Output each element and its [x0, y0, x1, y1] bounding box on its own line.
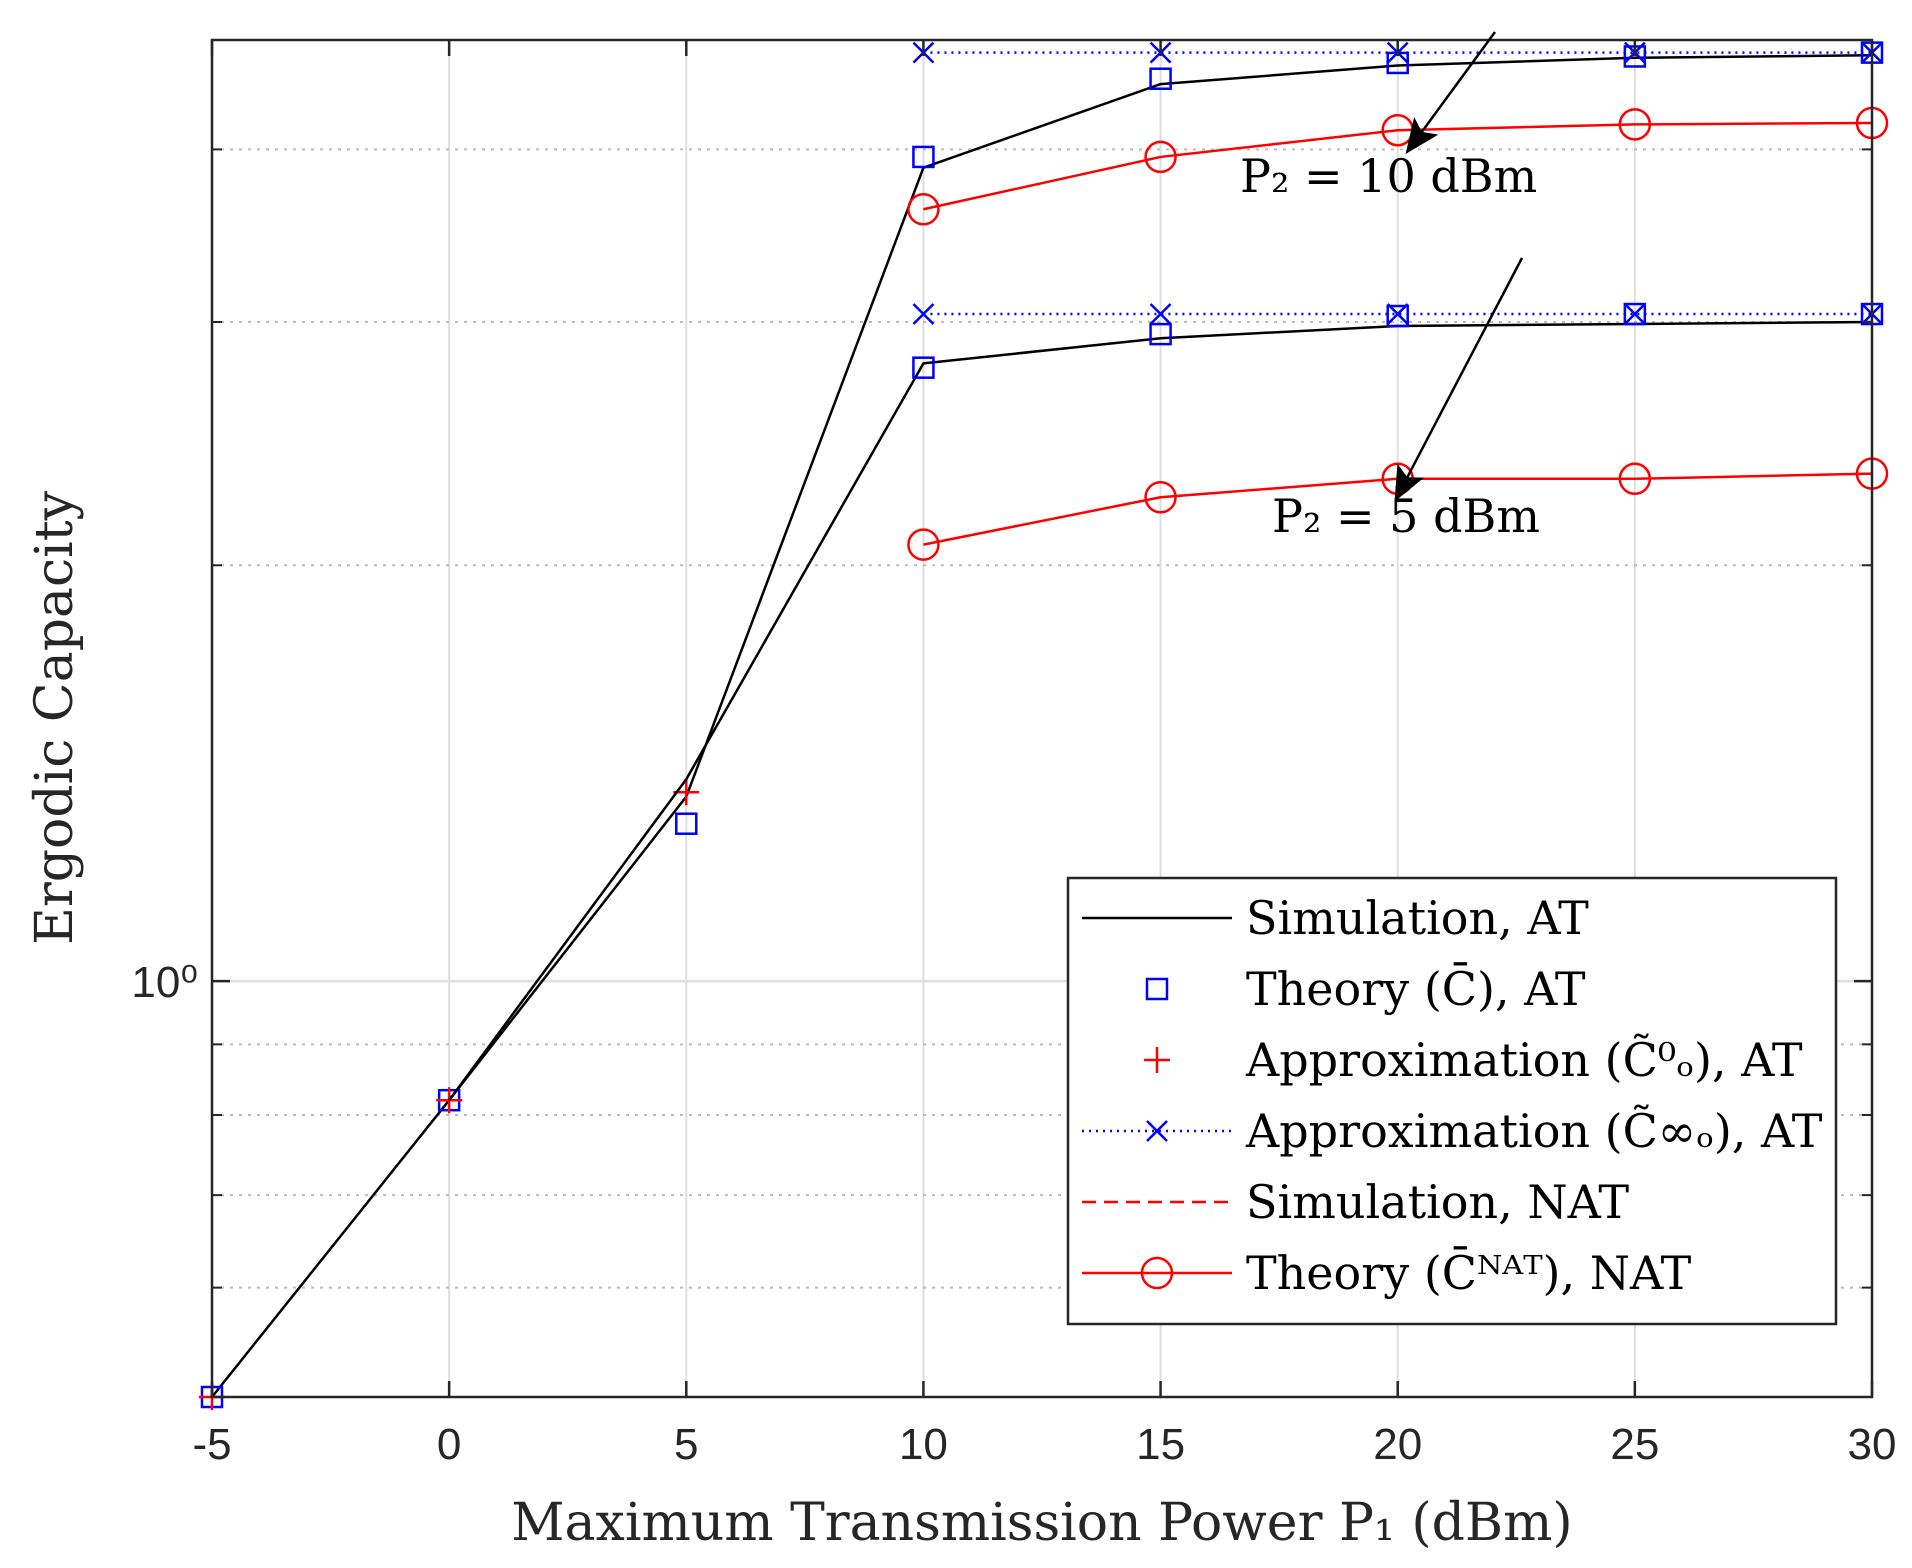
x-tick-label-5: 20 [1373, 1420, 1422, 1469]
legend-marker-3 [1146, 1120, 1168, 1142]
x-axis-title: Maximum Transmission Power P₁ (dBm) [511, 1493, 1572, 1553]
annotation-p2-5dbm: P₂ = 5 dBm [1272, 489, 1540, 543]
annotation-arrow-10dbm [1405, 31, 1497, 155]
x-tick-label-1: 0 [437, 1420, 461, 1469]
series-6-point-2 [1149, 322, 1172, 346]
x-tick-label-4: 15 [1136, 1420, 1185, 1469]
legend-box [1066, 876, 1838, 1326]
legend-entry-3: Approximation (C̃∞ₒ), AT [1082, 1104, 1823, 1158]
series-1-point-2 [912, 145, 935, 169]
series-6-point-0 [675, 812, 698, 835]
series-8-point-0 [907, 528, 940, 561]
x-tick-label-0: -5 [192, 1420, 231, 1469]
series-6-point-3 [1386, 304, 1409, 328]
series-7-point-2 [1386, 303, 1409, 325]
legend-label-0: Simulation, AT [1246, 891, 1589, 945]
legend-entry-4: Simulation, NAT [1082, 1175, 1629, 1229]
legend-entry-0: Simulation, AT [1082, 891, 1589, 945]
series-line-4 [923, 121, 1873, 211]
series-4-point-0 [907, 193, 940, 226]
y-axis-title: Ergodic Capacity [25, 490, 85, 945]
annotation-p2-10dbm: P₂ = 10 dBm [1240, 149, 1537, 203]
legend-label-5: Theory (C̄ᴺᴬᵀ), NAT [1246, 1245, 1692, 1300]
x-tick-label-3: 10 [899, 1420, 948, 1469]
legend-marker-1 [1145, 977, 1169, 1001]
series-1-point-3 [1149, 67, 1172, 90]
legend-entry-5: Theory (C̄ᴺᴬᵀ), NAT [1082, 1245, 1692, 1300]
series-0 [211, 53, 1873, 1398]
x-tick-label-2: 5 [674, 1420, 698, 1469]
series-7-point-0 [912, 303, 935, 325]
series-6-point-1 [912, 356, 935, 379]
legend-label-3: Approximation (C̃∞ₒ), AT [1245, 1104, 1823, 1158]
legend-label-2: Approximation (C̃⁰ₒ), AT [1245, 1033, 1803, 1087]
y-tick-label-0: 10⁰ [131, 958, 198, 1007]
legend-marker-2 [1144, 1047, 1170, 1073]
legend-label-4: Simulation, NAT [1246, 1175, 1629, 1229]
x-tick-label-6: 25 [1610, 1420, 1659, 1469]
series-4 [907, 106, 1889, 226]
legend: Simulation, AT Theory (C̄), AT Approximati… [1066, 876, 1838, 1326]
series-4-point-3 [1618, 108, 1652, 141]
legend-label-1: Theory (C̄), AT [1246, 961, 1586, 1016]
annotation-arrow-5dbm [1394, 257, 1524, 502]
legend-entry-1: Theory (C̄), AT [1145, 961, 1586, 1016]
series-7-point-3 [1623, 303, 1646, 325]
legend-entries: Simulation, AT Theory (C̄), AT Approximati… [1082, 891, 1823, 1300]
tick-labels: -5 0 5 10 15 20 25 30 10⁰ [131, 958, 1896, 1469]
series-4-point-1 [1144, 140, 1177, 174]
series-8-point-3 [1618, 462, 1652, 496]
legend-entry-2: Approximation (C̃⁰ₒ), AT [1144, 1033, 1803, 1087]
axes-frame [210, 38, 1874, 1399]
series-7-point-1 [1149, 303, 1172, 325]
series-8-point-1 [1144, 481, 1177, 514]
ticks [210, 40, 1874, 1398]
legend-marker-5 [1140, 1256, 1174, 1290]
series-line-0 [211, 53, 1873, 1398]
x-tick-label-7: 30 [1848, 1420, 1897, 1469]
